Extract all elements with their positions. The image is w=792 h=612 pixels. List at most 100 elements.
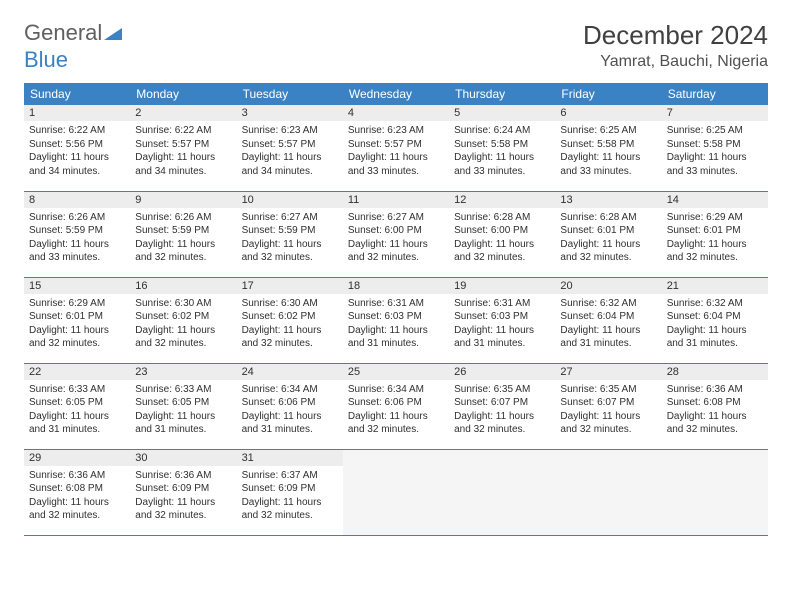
sunset-text: Sunset: 6:00 PM <box>454 224 550 238</box>
sunrise-text: Sunrise: 6:22 AM <box>135 124 231 138</box>
day-content: Sunrise: 6:31 AMSunset: 6:03 PMDaylight:… <box>449 294 555 355</box>
sunset-text: Sunset: 5:57 PM <box>242 138 338 152</box>
sunset-text: Sunset: 6:07 PM <box>560 396 656 410</box>
sunrise-text: Sunrise: 6:26 AM <box>29 211 125 225</box>
daylight-text: Daylight: 11 hours and 31 minutes. <box>242 410 338 437</box>
sunset-text: Sunset: 6:06 PM <box>348 396 444 410</box>
calendar-day-cell: 7Sunrise: 6:25 AMSunset: 5:58 PMDaylight… <box>662 105 768 191</box>
daylight-text: Daylight: 11 hours and 31 minutes. <box>29 410 125 437</box>
sunset-text: Sunset: 6:04 PM <box>667 310 763 324</box>
sunrise-text: Sunrise: 6:37 AM <box>242 469 338 483</box>
sunrise-text: Sunrise: 6:33 AM <box>29 383 125 397</box>
daylight-text: Daylight: 11 hours and 32 minutes. <box>242 238 338 265</box>
day-number: 26 <box>449 364 555 380</box>
day-number: 31 <box>237 450 343 466</box>
weekday-header: Tuesday <box>237 83 343 105</box>
weekday-header-row: SundayMondayTuesdayWednesdayThursdayFrid… <box>24 83 768 105</box>
sunset-text: Sunset: 6:05 PM <box>29 396 125 410</box>
daylight-text: Daylight: 11 hours and 32 minutes. <box>135 238 231 265</box>
calendar-day-cell: 9Sunrise: 6:26 AMSunset: 5:59 PMDaylight… <box>130 191 236 277</box>
sunrise-text: Sunrise: 6:25 AM <box>667 124 763 138</box>
day-number: 8 <box>24 192 130 208</box>
day-content: Sunrise: 6:35 AMSunset: 6:07 PMDaylight:… <box>449 380 555 441</box>
sunset-text: Sunset: 5:57 PM <box>135 138 231 152</box>
sunset-text: Sunset: 6:03 PM <box>348 310 444 324</box>
calendar-body: 1Sunrise: 6:22 AMSunset: 5:56 PMDaylight… <box>24 105 768 535</box>
calendar-day-cell: 28Sunrise: 6:36 AMSunset: 6:08 PMDayligh… <box>662 363 768 449</box>
calendar-day-cell: 8 Sunrise: 6:26 AMSunset: 5:59 PMDaylight… <box>24 191 130 277</box>
sunset-text: Sunset: 6:09 PM <box>135 482 231 496</box>
day-number: 9 <box>130 192 236 208</box>
weekday-header: Monday <box>130 83 236 105</box>
weekday-header: Thursday <box>449 83 555 105</box>
calendar-day-cell: 21Sunrise: 6:32 AMSunset: 6:04 PMDayligh… <box>662 277 768 363</box>
day-content: Sunrise: 6:30 AMSunset: 6:02 PMDaylight:… <box>130 294 236 355</box>
daylight-text: Daylight: 11 hours and 31 minutes. <box>560 324 656 351</box>
daylight-text: Daylight: 11 hours and 33 minutes. <box>29 238 125 265</box>
calendar-empty-cell <box>555 449 661 535</box>
calendar-day-cell: 26Sunrise: 6:35 AMSunset: 6:07 PMDayligh… <box>449 363 555 449</box>
daylight-text: Daylight: 11 hours and 33 minutes. <box>560 151 656 178</box>
sunset-text: Sunset: 6:08 PM <box>29 482 125 496</box>
calendar-day-cell: 6Sunrise: 6:25 AMSunset: 5:58 PMDaylight… <box>555 105 661 191</box>
day-number: 3 <box>237 105 343 121</box>
day-content: Sunrise: 6:35 AMSunset: 6:07 PMDaylight:… <box>555 380 661 441</box>
day-number: 27 <box>555 364 661 380</box>
daylight-text: Daylight: 11 hours and 32 minutes. <box>667 410 763 437</box>
daylight-text: Daylight: 11 hours and 33 minutes. <box>454 151 550 178</box>
day-content: Sunrise: 6:32 AMSunset: 6:04 PMDaylight:… <box>662 294 768 355</box>
sunset-text: Sunset: 5:59 PM <box>29 224 125 238</box>
sunrise-text: Sunrise: 6:24 AM <box>454 124 550 138</box>
calendar-day-cell: 5Sunrise: 6:24 AMSunset: 5:58 PMDaylight… <box>449 105 555 191</box>
day-number: 20 <box>555 278 661 294</box>
sunrise-text: Sunrise: 6:30 AM <box>135 297 231 311</box>
day-number: 21 <box>662 278 768 294</box>
daylight-text: Daylight: 11 hours and 32 minutes. <box>135 324 231 351</box>
day-number: 25 <box>343 364 449 380</box>
sunset-text: Sunset: 6:09 PM <box>242 482 338 496</box>
day-content: Sunrise: 6:28 AMSunset: 6:00 PMDaylight:… <box>449 208 555 269</box>
daylight-text: Daylight: 11 hours and 32 minutes. <box>135 496 231 523</box>
daylight-text: Daylight: 11 hours and 32 minutes. <box>348 238 444 265</box>
logo-triangle-icon <box>104 20 122 46</box>
sunset-text: Sunset: 6:05 PM <box>135 396 231 410</box>
day-number: 10 <box>237 192 343 208</box>
daylight-text: Daylight: 11 hours and 32 minutes. <box>454 410 550 437</box>
day-number: 29 <box>24 450 130 466</box>
sunrise-text: Sunrise: 6:23 AM <box>242 124 338 138</box>
logo-text-blue: Blue <box>24 47 68 72</box>
sunrise-text: Sunrise: 6:23 AM <box>348 124 444 138</box>
daylight-text: Daylight: 11 hours and 32 minutes. <box>29 324 125 351</box>
sunrise-text: Sunrise: 6:29 AM <box>667 211 763 225</box>
daylight-text: Daylight: 11 hours and 32 minutes. <box>560 410 656 437</box>
sunrise-text: Sunrise: 6:33 AM <box>135 383 231 397</box>
calendar-day-cell: 10 Sunrise: 6:27 AMSunset: 5:59 PMDayligh… <box>237 191 343 277</box>
day-number: 14 <box>662 192 768 208</box>
daylight-text: Daylight: 11 hours and 32 minutes. <box>242 496 338 523</box>
day-content: Sunrise: 6:31 AMSunset: 6:03 PMDaylight:… <box>343 294 449 355</box>
sunset-text: Sunset: 5:59 PM <box>242 224 338 238</box>
daylight-text: Daylight: 11 hours and 33 minutes. <box>667 151 763 178</box>
day-content: Sunrise: 6:22 AMSunset: 5:57 PMDaylight:… <box>130 121 236 182</box>
day-content: Sunrise: 6:26 AMSunset: 5:59 PMDaylight:… <box>130 208 236 269</box>
day-content: Sunrise: 6:29 AMSunset: 6:01 PMDaylight:… <box>24 294 130 355</box>
sunset-text: Sunset: 6:00 PM <box>348 224 444 238</box>
sunrise-text: Sunrise: 6:35 AM <box>560 383 656 397</box>
sunrise-text: Sunrise: 6:22 AM <box>29 124 125 138</box>
day-content: Sunrise: 6:22 AMSunset: 5:56 PMDaylight:… <box>24 121 130 182</box>
day-content: Sunrise: 6:34 AMSunset: 6:06 PMDaylight:… <box>237 380 343 441</box>
day-content: Sunrise: 6:25 AMSunset: 5:58 PMDaylight:… <box>662 121 768 182</box>
sunrise-text: Sunrise: 6:27 AM <box>242 211 338 225</box>
sunset-text: Sunset: 6:02 PM <box>135 310 231 324</box>
day-number: 24 <box>237 364 343 380</box>
sunrise-text: Sunrise: 6:25 AM <box>560 124 656 138</box>
calendar-day-cell: 30Sunrise: 6:36 AMSunset: 6:09 PMDayligh… <box>130 449 236 535</box>
sunset-text: Sunset: 6:04 PM <box>560 310 656 324</box>
sunset-text: Sunset: 6:02 PM <box>242 310 338 324</box>
sunrise-text: Sunrise: 6:32 AM <box>560 297 656 311</box>
day-content: Sunrise: 6:24 AMSunset: 5:58 PMDaylight:… <box>449 121 555 182</box>
calendar-day-cell: 25Sunrise: 6:34 AMSunset: 6:06 PMDayligh… <box>343 363 449 449</box>
day-number: 18 <box>343 278 449 294</box>
day-number: 17 <box>237 278 343 294</box>
sunrise-text: Sunrise: 6:35 AM <box>454 383 550 397</box>
